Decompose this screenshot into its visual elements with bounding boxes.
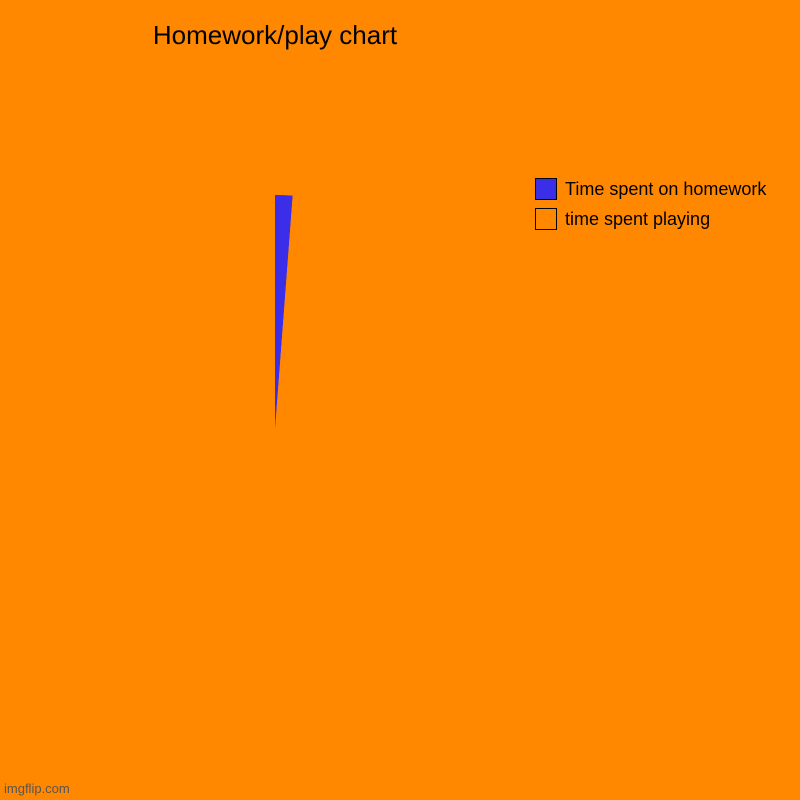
legend-swatch bbox=[535, 178, 557, 200]
legend: Time spent on homework time spent playin… bbox=[535, 178, 766, 238]
watermark-text: imgflip.com bbox=[4, 781, 70, 796]
chart-container: Homework/play chart Time spent on homewo… bbox=[0, 0, 800, 800]
legend-label: Time spent on homework bbox=[565, 179, 766, 200]
legend-item: Time spent on homework bbox=[535, 178, 766, 200]
pie-chart bbox=[0, 0, 800, 800]
pie-slice-1 bbox=[40, 195, 510, 665]
legend-item: time spent playing bbox=[535, 208, 766, 230]
legend-swatch bbox=[535, 208, 557, 230]
legend-label: time spent playing bbox=[565, 209, 710, 230]
